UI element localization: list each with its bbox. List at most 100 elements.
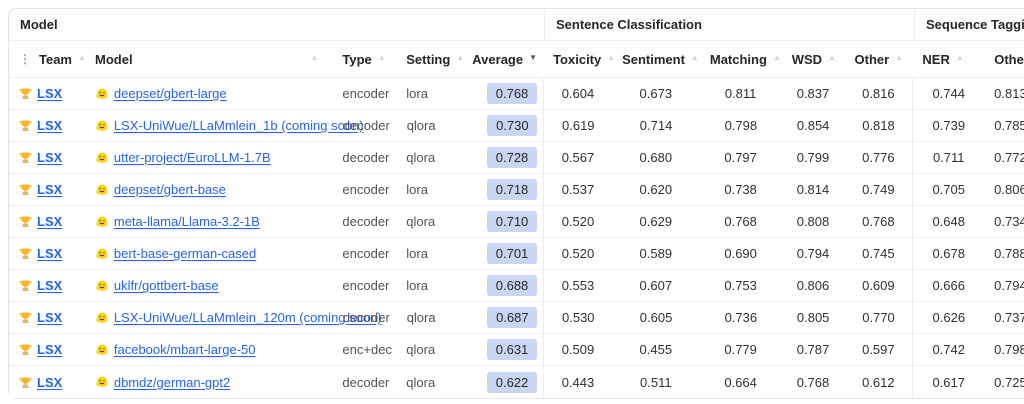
model-link[interactable]: facebook/mbart-large-50 <box>113 342 256 357</box>
team-cell: LSX <box>9 238 85 269</box>
type-cell: decoder <box>333 110 397 141</box>
wsd-cell: 0.808 <box>796 214 830 229</box>
type-cell: encoder <box>332 238 396 269</box>
setting-cell: lora <box>396 78 462 109</box>
col-header-toxicity[interactable]: Toxicity ▲ <box>543 41 615 77</box>
col-header-type[interactable]: Type ▲ <box>332 41 396 77</box>
col-header-model[interactable]: Model ▲ <box>85 41 332 77</box>
trophy-icon <box>19 151 32 164</box>
hugging-face-icon <box>95 311 109 325</box>
table-row: LSX uklfr/gottbert-base encoder lora 0.6… <box>9 270 1024 302</box>
matching-cell: 0.736 <box>724 310 758 325</box>
ner-cell: 0.705 <box>912 174 984 205</box>
other-sc-cell: 0.749 <box>862 182 895 197</box>
col-header-setting[interactable]: Setting ▲ <box>396 41 465 77</box>
team-cell: LSX <box>9 110 85 141</box>
average-value-chip: 0.688 <box>487 275 538 296</box>
average-value-chip: 0.728 <box>487 147 538 168</box>
team-link[interactable]: LSX <box>37 310 63 325</box>
col-header-wsd[interactable]: WSD ▲ <box>782 41 845 77</box>
team-link[interactable]: LSX <box>37 150 63 165</box>
col-header-ner[interactable]: NER ▲ <box>912 41 984 77</box>
sort-asc-icon: ▲ <box>377 53 386 62</box>
team-link[interactable]: LSX <box>37 182 63 197</box>
setting-cell: qlora <box>396 206 462 237</box>
model-link[interactable]: dbmdz/german-gpt2 <box>113 374 231 390</box>
model-link[interactable]: meta-llama/Llama-3.2-1B <box>113 214 260 229</box>
other-sc-cell: 0.776 <box>862 150 895 165</box>
ner-cell: 0.648 <box>912 206 984 237</box>
group-header-row: Model Sentence Classification Sequence T… <box>9 9 1024 41</box>
other-st-cell: 0.788 <box>994 246 1024 261</box>
toxicity-cell: 0.567 <box>543 142 612 173</box>
model-cell: LSX-UniWue/LLaMmlein_120m (coming soon) <box>85 302 382 333</box>
team-cell: LSX <box>9 142 85 173</box>
group-header-model-label: Model <box>20 17 58 32</box>
setting-cell: lora <box>396 270 462 301</box>
type-value: enc+dec <box>342 342 392 357</box>
drag-handle-icon[interactable]: ⋮ <box>19 52 31 66</box>
sort-asc-icon: ▲ <box>310 53 319 62</box>
type-value: encoder <box>342 86 390 101</box>
setting-value: qlora <box>406 310 436 325</box>
hugging-face-icon <box>95 343 109 357</box>
col-header-other-st-label: Other <box>994 51 1024 67</box>
other-st-cell: 0.806 <box>994 182 1024 197</box>
team-link[interactable]: LSX <box>37 374 63 390</box>
ner-cell: 0.744 <box>912 78 984 109</box>
average-cell: 0.710 <box>462 206 543 237</box>
col-header-matching[interactable]: Matching ▲ <box>700 41 782 77</box>
toxicity-cell: 0.443 <box>543 366 612 398</box>
model-link[interactable]: uklfr/gottbert-base <box>113 278 219 293</box>
model-link[interactable]: bert-base-german-cased <box>113 246 257 261</box>
sentiment-cell: 0.589 <box>639 246 673 261</box>
team-link[interactable]: LSX <box>37 278 63 293</box>
wsd-cell: 0.794 <box>796 246 830 261</box>
other-sc-cell: 0.745 <box>862 246 895 261</box>
col-header-team[interactable]: ⋮ Team ▲ <box>9 41 86 77</box>
matching-cell: 0.797 <box>724 150 757 165</box>
team-link[interactable]: LSX <box>37 246 63 261</box>
team-link[interactable]: LSX <box>37 86 63 101</box>
team-link[interactable]: LSX <box>37 118 63 133</box>
type-value: decoder <box>342 310 390 325</box>
col-header-toxicity-label: Toxicity <box>553 51 602 67</box>
type-value: encoder <box>342 246 390 261</box>
hugging-face-icon <box>95 279 109 293</box>
model-cell: facebook/mbart-large-50 <box>85 334 333 365</box>
col-header-other-sequence-tagging[interactable]: Other ▲ <box>984 41 1024 77</box>
trophy-icon <box>19 87 32 100</box>
col-header-other-sentence-classification[interactable]: Other ▲ <box>845 41 913 77</box>
model-link[interactable]: utter-project/EuroLLM-1.7B <box>113 150 271 165</box>
table-row: LSX facebook/mbart-large-50 enc+dec qlor… <box>9 334 1024 366</box>
matching-cell: 0.753 <box>724 278 757 293</box>
model-link[interactable]: LSX-UniWue/LLaMmlein_1b (coming soon) <box>113 118 364 133</box>
wsd-cell: 0.837 <box>796 86 830 101</box>
model-link[interactable]: deepset/gbert-base <box>113 182 226 197</box>
ner-cell: 0.711 <box>912 142 984 173</box>
sentiment-cell: 0.714 <box>639 118 673 133</box>
sort-asc-icon: ▲ <box>456 53 465 62</box>
team-link[interactable]: LSX <box>37 214 63 229</box>
wsd-cell: 0.805 <box>796 310 830 325</box>
hugging-face-icon <box>95 375 109 389</box>
setting-cell: lora <box>396 174 462 205</box>
wsd-cell: 0.799 <box>796 150 830 165</box>
col-header-sentiment[interactable]: Sentiment ▲ <box>612 41 700 77</box>
col-header-average[interactable]: Average ▼ <box>462 41 543 77</box>
team-link[interactable]: LSX <box>37 342 63 357</box>
table-row: LSX deepset/gbert-large encoder lora 0.7… <box>9 78 1024 110</box>
matching-cell: 0.798 <box>724 118 758 133</box>
setting-cell: lora <box>396 238 462 269</box>
average-value-chip: 0.718 <box>487 179 538 200</box>
type-cell: encoder <box>332 270 396 301</box>
matching-cell: 0.779 <box>724 342 757 357</box>
sentiment-cell: 0.629 <box>639 214 673 229</box>
model-link[interactable]: deepset/gbert-large <box>113 86 227 101</box>
type-value: decoder <box>342 150 390 165</box>
trophy-icon <box>19 343 32 356</box>
model-link[interactable]: LSX-UniWue/LLaMmlein_120m (coming soon) <box>113 310 382 325</box>
average-cell: 0.687 <box>463 302 544 333</box>
wsd-cell: 0.854 <box>796 118 830 133</box>
table-row: LSX bert-base-german-cased encoder lora … <box>9 238 1024 270</box>
